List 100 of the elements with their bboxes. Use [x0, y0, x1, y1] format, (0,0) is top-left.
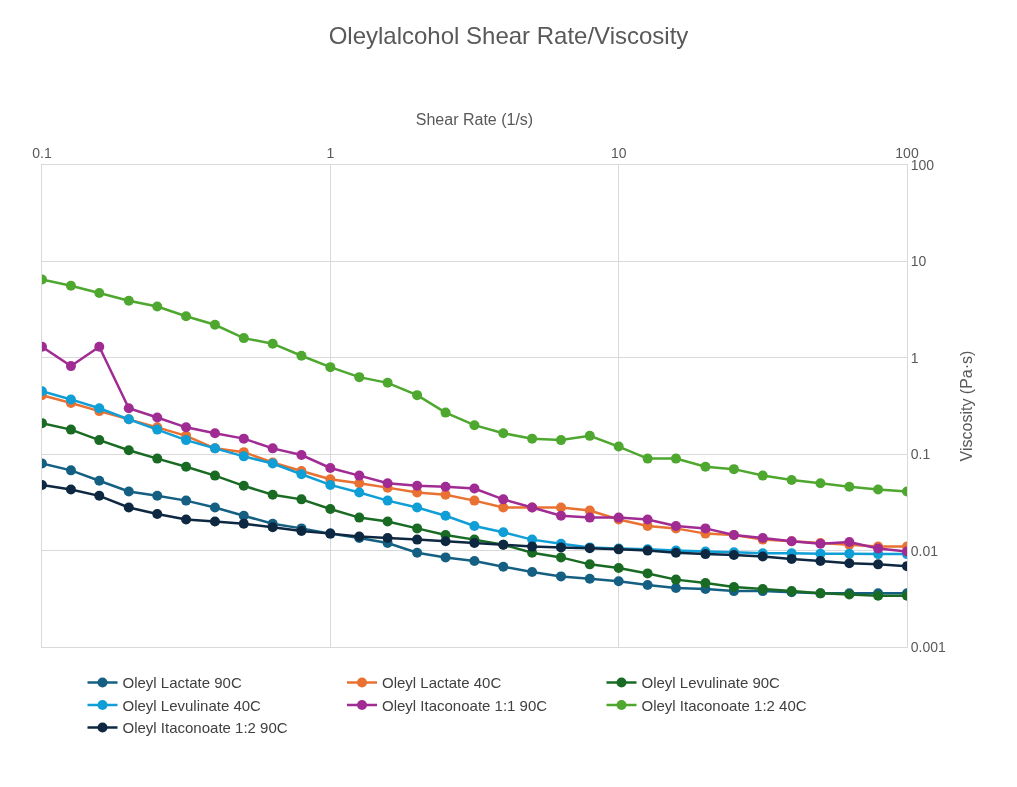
point [440, 536, 451, 547]
point [209, 516, 220, 527]
point [873, 484, 884, 495]
point [469, 520, 480, 531]
x-tick-label: 10 [610, 145, 627, 162]
legend-label: Oleyl Levulinate 90C [641, 674, 781, 692]
point [556, 542, 567, 553]
point [354, 512, 365, 523]
point [267, 489, 278, 500]
point [498, 561, 509, 572]
point [238, 433, 249, 444]
point [412, 480, 423, 491]
point [412, 502, 423, 513]
point [527, 566, 538, 577]
point [757, 470, 768, 481]
point [844, 558, 855, 569]
point [728, 464, 739, 475]
point [238, 480, 249, 491]
point [209, 428, 220, 439]
y-tick-label: 1 [910, 349, 919, 366]
point [412, 534, 423, 545]
point [94, 490, 105, 501]
point [325, 362, 336, 373]
point [815, 478, 826, 489]
point [642, 453, 653, 464]
point [642, 514, 653, 525]
point [382, 495, 393, 506]
point [181, 495, 192, 506]
point [440, 510, 451, 521]
point [498, 428, 509, 439]
point [123, 445, 134, 456]
point [642, 579, 653, 590]
point [94, 435, 105, 446]
point [382, 516, 393, 527]
point [267, 443, 278, 454]
y-tick-label: 0.01 [910, 542, 939, 559]
point [700, 461, 711, 472]
point [670, 574, 681, 585]
point [209, 319, 220, 330]
point [700, 523, 711, 534]
point [94, 341, 105, 352]
point [469, 483, 480, 494]
point [325, 479, 336, 490]
point [700, 578, 711, 589]
point [556, 510, 567, 521]
point [354, 372, 365, 383]
point [556, 435, 567, 446]
point [613, 576, 624, 587]
point [65, 424, 76, 435]
point [844, 481, 855, 492]
point [440, 552, 451, 563]
y-tick-label: 10 [910, 253, 927, 270]
point [382, 478, 393, 489]
point [354, 470, 365, 481]
chart-title: Oleylalcohol Shear Rate/Viscosity [328, 22, 689, 50]
point [65, 361, 76, 372]
point [613, 563, 624, 573]
point [556, 571, 567, 582]
point [65, 484, 76, 495]
point [584, 573, 595, 584]
point [238, 333, 249, 344]
point [181, 514, 192, 525]
point [181, 435, 192, 446]
x-tick-label: 0.1 [32, 145, 52, 162]
point [584, 430, 595, 441]
point [382, 377, 393, 388]
point [556, 552, 567, 563]
point [469, 495, 480, 506]
point [498, 527, 509, 538]
point [382, 533, 393, 544]
legend-label: Oleyl Itaconoate 1:2 40C [641, 696, 807, 714]
point [412, 523, 423, 534]
point [181, 461, 192, 472]
point [412, 390, 423, 401]
point [209, 470, 220, 481]
legend-label: Oleyl Itaconoate 1:2 90C [122, 719, 288, 737]
y-axis-title: Viscosity (Pa·s) [957, 350, 975, 462]
point [325, 504, 336, 515]
point [325, 462, 336, 473]
point [65, 465, 76, 476]
point [527, 433, 538, 444]
point [267, 338, 278, 349]
point [296, 469, 307, 480]
x-tick-label: 1 [326, 145, 335, 162]
point [123, 502, 134, 513]
point [94, 475, 105, 486]
point [152, 490, 163, 501]
point [815, 556, 826, 566]
point [527, 541, 538, 552]
point [584, 512, 595, 523]
point [181, 422, 192, 433]
point [152, 412, 163, 423]
point [469, 420, 480, 431]
point [440, 407, 451, 418]
point [152, 301, 163, 312]
point [123, 486, 134, 497]
point [786, 553, 797, 564]
legend-label: Oleyl Levulinate 40C [122, 696, 262, 714]
point [498, 494, 509, 505]
point [296, 450, 307, 461]
